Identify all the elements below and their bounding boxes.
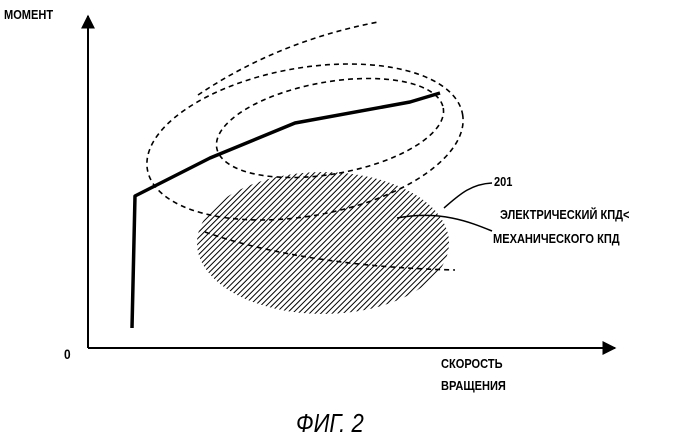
max-torque-curve: [130, 91, 441, 329]
region-201-leader-line: [443, 182, 493, 209]
contour-outer: [146, 63, 464, 221]
efficiency-contours: [146, 21, 464, 271]
x-axis-label-line1: СКОРОСТЬ: [441, 356, 503, 371]
region-201-hatched-ellipse: [197, 172, 449, 314]
y-axis-label: МОМЕНТ: [4, 7, 54, 22]
region-number-label: 201: [494, 174, 513, 189]
region-label-line2: МЕХАНИЧЕСКОГО КПД: [493, 231, 620, 246]
contour-lower-line: [204, 231, 456, 271]
contour-upper-line: [197, 21, 379, 96]
x-axis-label-line2: ВРАЩЕНИЯ: [441, 378, 506, 393]
contour-inner: [215, 77, 445, 179]
region-label-leader-line: [396, 214, 493, 232]
origin-label: 0: [64, 346, 71, 362]
axes: [81, 14, 617, 355]
region-label-line1: ЭЛЕКТРИЧЕСКИЙ КПД<: [500, 207, 630, 222]
figure-caption: ФИГ. 2: [296, 408, 364, 438]
